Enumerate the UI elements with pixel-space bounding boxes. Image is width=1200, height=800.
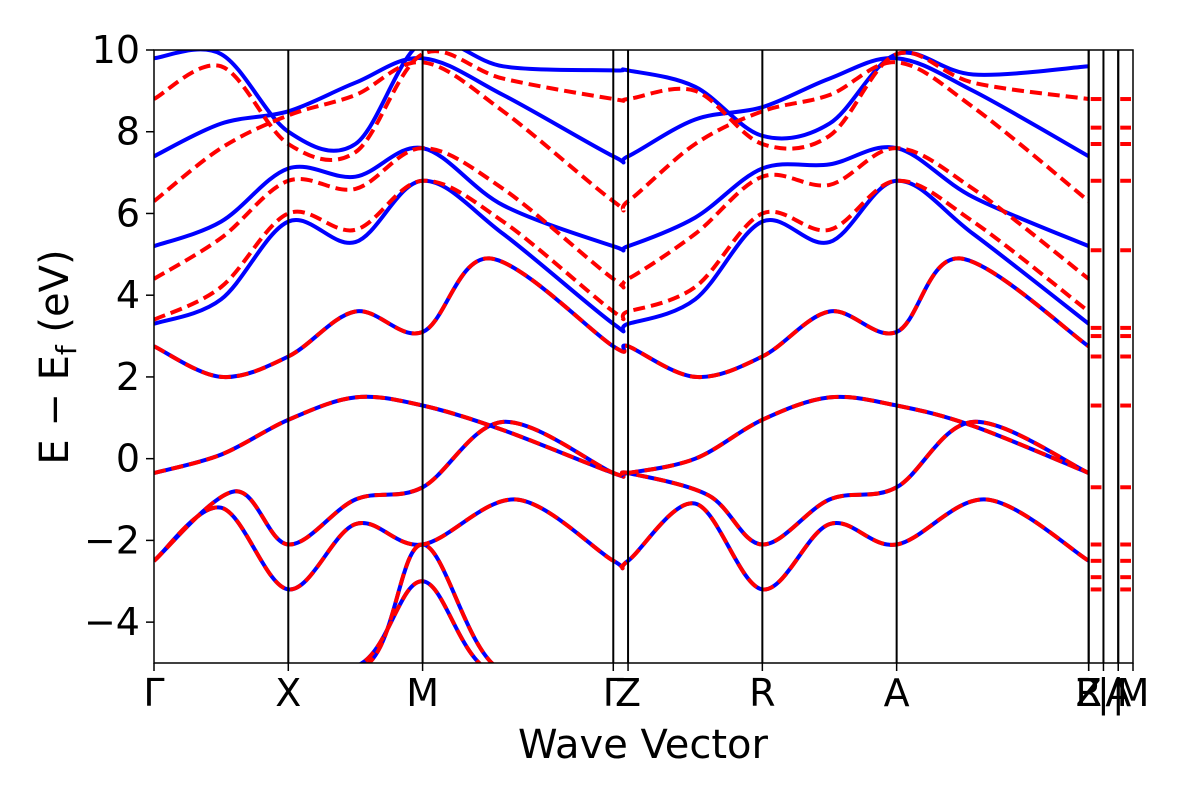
y-axis-title-main: E − E [32,355,78,465]
band-dashed-1 [154,419,1090,563]
y-axis-ticks: −4 −2 0 2 4 6 8 10 [84,28,154,644]
x-tick-label-10: | [1112,671,1125,716]
x-tick-label-7: Z [1076,671,1102,715]
y-tick-label-0: −4 [84,600,140,644]
band-solid-9 [365,542,495,663]
x-tick-label-5: R [749,671,775,715]
x-tick-label-3: Γ [603,671,624,715]
x-tick-label-1: X [275,671,301,715]
x-axis-ticks: Γ X M ΓZ R A ZR| |AM [143,663,1149,716]
band-solid-8 [358,579,483,663]
y-tick-label-1: −2 [84,518,140,562]
x-tick-label-6: A [884,671,910,715]
band-dashed-5 [154,146,1090,290]
plot-frame [153,49,1134,664]
kpoint-vertical-lines [287,50,1120,663]
y-tick-label-3: 2 [116,355,140,399]
x-axis-title: Wave Vector [518,722,769,768]
y-tick-label-6: 8 [116,110,140,154]
y-tick-label-5: 6 [116,191,140,235]
x-tick-label-0: Γ [143,671,164,715]
y-tick-label-2: 0 [116,437,140,481]
y-axis-title: E − Ef (eV) [32,249,83,464]
y-tick-label-7: 10 [92,28,140,72]
band-solid-2 [154,394,1090,479]
band-solid-7 [154,50,1089,153]
band-dashed-2 [154,394,1090,479]
band-dashed-8 [358,579,483,663]
x-tick-label-12: M [1117,671,1150,715]
y-axis-title-unit: (eV) [32,249,78,345]
x-tick-label-4: Z [615,671,641,715]
band-dashed-7 [154,50,1089,162]
x-tick-label-11: A [1105,671,1131,715]
x-tick-label-8: R [1075,671,1101,715]
flat-segment-marks [1090,97,1131,592]
band-solid-1 [154,419,1090,563]
band-dashed-4 [154,178,1090,322]
band-dashed-6 [154,60,1090,213]
x-tick-label-2: M [406,671,439,715]
x-tick-label-9: | [1097,671,1110,716]
y-axis-title-sub: f [50,344,83,355]
band-dashed-3 [154,256,1090,380]
band-dashed-9 [365,542,495,663]
y-tick-label-4: 4 [116,273,140,317]
band-lines [154,50,1090,663]
